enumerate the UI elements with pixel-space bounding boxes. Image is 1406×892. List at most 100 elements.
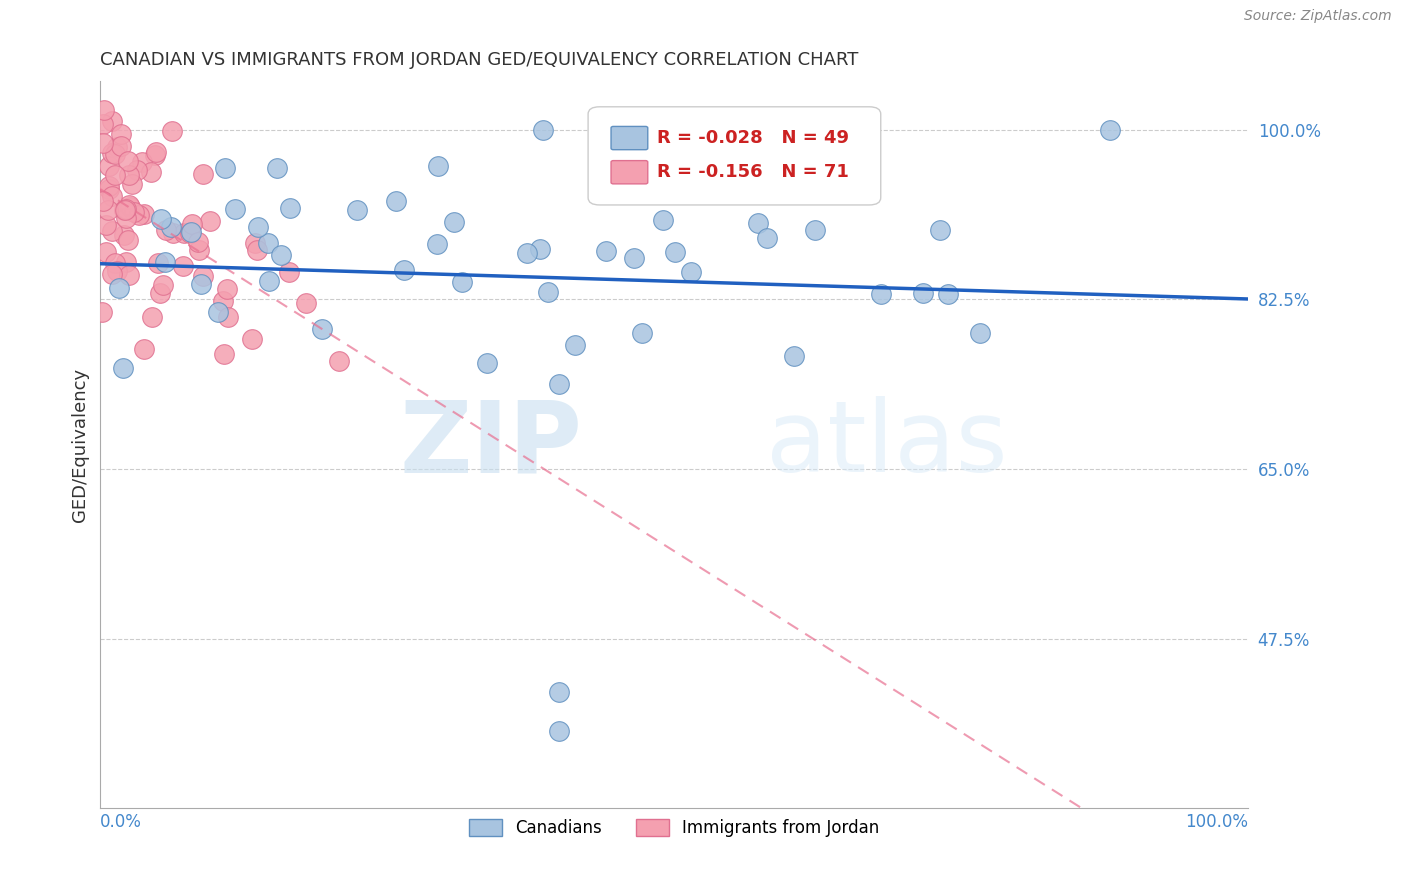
- Point: [98, 179, 121, 194]
- Point: [207, 305, 229, 319]
- Point: [1099, 123, 1122, 137]
- Point: [141, 310, 163, 325]
- Point: [187, 243, 209, 257]
- Y-axis label: GED/Equivalency: GED/Equivalency: [72, 368, 89, 522]
- Point: [91, 117, 114, 131]
- Text: CANADIAN VS IMMIGRANTS FROM JORDAN GED/EQUIVALENCY CORRELATION CHART: CANADIAN VS IMMIGRANTS FROM JORDAN GED/E…: [100, 51, 859, 69]
- Point: [426, 159, 449, 173]
- Text: Source: ZipAtlas.com: Source: ZipAtlas.com: [1244, 9, 1392, 23]
- Point: [117, 233, 139, 247]
- Point: [121, 177, 143, 191]
- Point: [217, 282, 239, 296]
- Legend: Canadians, Immigrants from Jordan: Canadians, Immigrants from Jordan: [463, 813, 886, 844]
- Point: [531, 123, 554, 137]
- Point: [451, 276, 474, 290]
- Point: [114, 203, 136, 218]
- Point: [112, 360, 135, 375]
- Point: [115, 202, 138, 216]
- Point: [664, 245, 686, 260]
- Point: [212, 346, 235, 360]
- Point: [94, 244, 117, 259]
- Point: [149, 286, 172, 301]
- Point: [623, 252, 645, 266]
- Point: [214, 161, 236, 175]
- Point: [426, 236, 449, 251]
- Point: [212, 294, 235, 309]
- Point: [124, 205, 146, 219]
- Point: [936, 286, 959, 301]
- FancyBboxPatch shape: [612, 127, 648, 150]
- Point: [295, 296, 318, 310]
- Point: [180, 225, 202, 239]
- Point: [190, 277, 212, 292]
- Point: [247, 220, 270, 235]
- Point: [128, 208, 150, 222]
- Point: [280, 201, 302, 215]
- Point: [104, 168, 127, 182]
- Point: [548, 377, 571, 392]
- Point: [595, 244, 617, 259]
- Point: [392, 262, 415, 277]
- Point: [146, 255, 169, 269]
- Point: [132, 207, 155, 221]
- Point: [928, 223, 950, 237]
- Point: [104, 256, 127, 270]
- Point: [143, 148, 166, 162]
- Point: [115, 255, 138, 269]
- Point: [149, 212, 172, 227]
- Point: [548, 685, 571, 699]
- Point: [104, 147, 127, 161]
- Point: [870, 287, 893, 301]
- Point: [100, 224, 122, 238]
- Point: [257, 274, 280, 288]
- Point: [131, 155, 153, 169]
- Point: [98, 182, 121, 196]
- Point: [755, 231, 778, 245]
- Point: [118, 198, 141, 212]
- Point: [187, 235, 209, 250]
- Point: [475, 356, 498, 370]
- Point: [101, 267, 124, 281]
- Point: [101, 188, 124, 202]
- Point: [346, 202, 368, 217]
- Point: [162, 226, 184, 240]
- Point: [270, 248, 292, 262]
- Point: [679, 265, 702, 279]
- Point: [217, 310, 239, 324]
- Point: [117, 154, 139, 169]
- Point: [328, 354, 350, 368]
- Text: ZIP: ZIP: [399, 396, 582, 493]
- Point: [240, 332, 263, 346]
- Point: [443, 214, 465, 228]
- Point: [224, 202, 246, 217]
- Point: [747, 215, 769, 229]
- Point: [127, 162, 149, 177]
- Point: [91, 136, 114, 150]
- Point: [152, 278, 174, 293]
- Point: [107, 280, 129, 294]
- Point: [155, 223, 177, 237]
- Point: [652, 213, 675, 227]
- Point: [173, 226, 195, 240]
- Point: [529, 242, 551, 256]
- Text: 100.0%: 100.0%: [1185, 814, 1249, 831]
- Point: [105, 264, 128, 278]
- Point: [132, 342, 155, 356]
- Point: [278, 265, 301, 279]
- Point: [198, 214, 221, 228]
- Point: [191, 269, 214, 284]
- Point: [804, 223, 827, 237]
- FancyBboxPatch shape: [612, 161, 648, 184]
- Point: [97, 202, 120, 217]
- Point: [159, 220, 181, 235]
- Point: [114, 228, 136, 243]
- Point: [564, 338, 586, 352]
- Point: [105, 140, 128, 154]
- Point: [98, 159, 121, 173]
- Text: atlas: atlas: [766, 396, 1008, 493]
- Point: [180, 217, 202, 231]
- Point: [548, 723, 571, 738]
- Point: [385, 194, 408, 209]
- Point: [193, 167, 215, 181]
- Text: 0.0%: 0.0%: [100, 814, 142, 831]
